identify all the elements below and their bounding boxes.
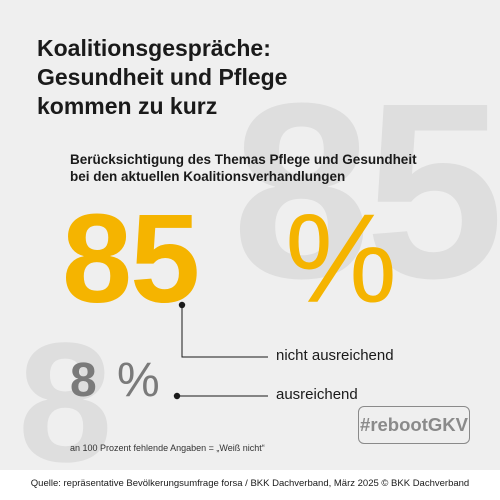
label-ausreichend: ausreichend bbox=[276, 386, 358, 403]
leader-dot-nicht-ausreichend bbox=[178, 301, 186, 309]
hashtag-badge: #rebootGKV bbox=[358, 406, 470, 444]
chart-subtitle: Berücksichtigung des Themas Pflege und G… bbox=[70, 152, 417, 184]
percent-sign-nicht-ausreichend: % bbox=[285, 188, 398, 329]
label-nicht-ausreichend: nicht ausreichend bbox=[276, 347, 394, 364]
source-line: Quelle: repräsentative Bevölkerungsumfra… bbox=[30, 478, 470, 489]
background-number-8: 8 bbox=[18, 308, 113, 470]
page-title: Koalitionsgespräche: Gesundheit und Pfle… bbox=[37, 35, 288, 119]
value-ausreichend: 8 bbox=[70, 354, 97, 407]
value-nicht-ausreichend: 85 bbox=[62, 188, 200, 329]
footnote: an 100 Prozent fehlende Angaben = „Weiß … bbox=[70, 443, 265, 453]
leader-line-nicht-ausreichend bbox=[181, 305, 268, 358]
percent-sign-ausreichend: % bbox=[117, 354, 160, 407]
background-number-85: 85 bbox=[232, 51, 500, 330]
leader-dot-ausreichend bbox=[173, 392, 181, 400]
leader-lines bbox=[173, 301, 268, 400]
infographic-panel: 85 8 Koalitionsgespräche: Gesundheit und… bbox=[0, 0, 500, 470]
